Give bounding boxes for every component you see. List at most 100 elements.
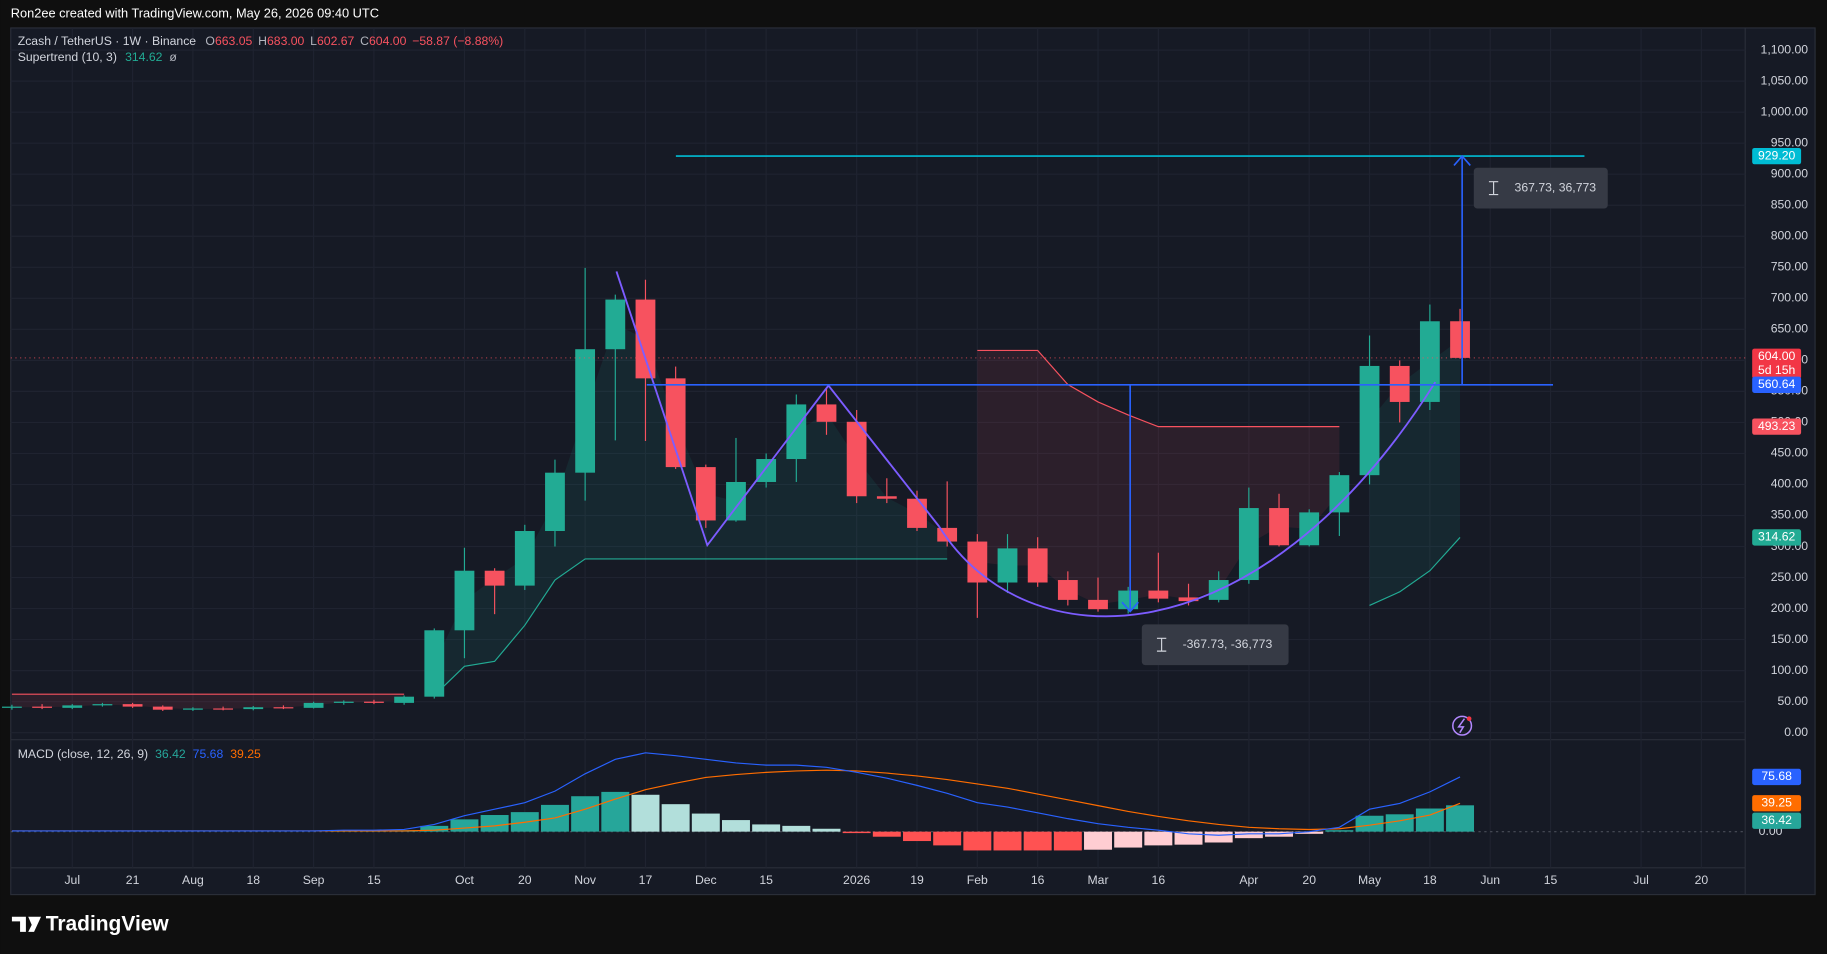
candle-body xyxy=(816,404,837,422)
brand: TradingView xyxy=(46,912,170,935)
y-tick-label: 250.00 xyxy=(1771,570,1809,584)
y-tick-label: 850.00 xyxy=(1771,197,1809,211)
histogram-bar xyxy=(722,820,750,832)
price-pill-label: 929.20 xyxy=(1758,148,1796,162)
x-tick-label: 15 xyxy=(1544,873,1558,887)
x-tick-label: 20 xyxy=(1695,873,1709,887)
legend-macd-value: 75.68 xyxy=(193,747,224,761)
supertrend-line xyxy=(433,537,1461,696)
y-tick-label: 1,000.00 xyxy=(1761,104,1809,118)
candle-body xyxy=(1450,321,1470,358)
candle-body xyxy=(967,541,988,583)
supertrend-fill xyxy=(1369,339,1461,606)
histogram-bar xyxy=(752,824,781,832)
zigzag-drawing xyxy=(615,271,940,548)
candle-body xyxy=(92,704,113,706)
legend-ohlc-key: O xyxy=(205,34,215,48)
alert-icon[interactable] xyxy=(1452,715,1473,736)
candle-body xyxy=(364,701,384,703)
price-pill xyxy=(1752,529,1802,546)
legend-supertrend-extra: ø xyxy=(169,50,177,64)
macd-pill-label: 36.42 xyxy=(1761,813,1792,827)
candle-body xyxy=(454,570,475,631)
candle-body xyxy=(846,421,867,497)
x-tick-label: 15 xyxy=(367,873,381,887)
candle-body xyxy=(2,706,22,708)
candle-body xyxy=(665,378,686,468)
measure-label-icon xyxy=(1488,181,1499,196)
candle-body xyxy=(1238,508,1259,581)
candle-body xyxy=(303,702,324,708)
legend-ohlc-key: C xyxy=(360,34,369,48)
candle-body xyxy=(62,705,83,708)
macd-pill-label: 75.68 xyxy=(1761,769,1792,783)
legend-symbol: Zcash / TetherUS · 1W · Binance xyxy=(18,34,197,48)
x-tick-label: 21 xyxy=(126,873,140,887)
x-tick-label: 16 xyxy=(1152,873,1166,887)
y-tick-label: 0.00 xyxy=(1784,725,1808,739)
price-pill-sublabel: 5d 15h xyxy=(1758,363,1795,377)
histogram-bar xyxy=(1385,814,1414,832)
legend-supertrend-value: 314.62 xyxy=(125,50,163,64)
alert-icon-bolt xyxy=(1457,718,1466,734)
price-pill-label: 604.00 xyxy=(1758,349,1796,363)
x-tick-label: Mar xyxy=(1087,873,1108,887)
histogram-bar xyxy=(1084,831,1112,850)
histogram-bar xyxy=(691,813,720,832)
histogram-bar xyxy=(420,825,449,832)
y-tick-label: 700.00 xyxy=(1771,291,1809,305)
legend-ohlc-key: H xyxy=(258,34,267,48)
candle-body xyxy=(1148,590,1169,599)
histogram-bar xyxy=(842,831,871,834)
brand-logo xyxy=(11,916,42,932)
histogram-bar xyxy=(1114,831,1143,848)
candle-body xyxy=(1088,599,1108,610)
candle-body xyxy=(695,467,716,521)
y-tick-label: 750.00 xyxy=(1771,260,1809,274)
histogram-bar xyxy=(1174,831,1203,845)
candle-body xyxy=(1359,365,1380,476)
y-tick-label: 900.00 xyxy=(1771,166,1809,180)
candle-body xyxy=(997,548,1018,583)
supertrend-line xyxy=(11,349,1340,695)
x-tick-label: Sep xyxy=(303,873,325,887)
x-tick-label: May xyxy=(1358,873,1382,887)
supertrend-fill xyxy=(434,324,948,696)
candle-body xyxy=(545,472,565,532)
candle-body xyxy=(273,707,294,709)
price-pill xyxy=(1752,376,1802,393)
x-tick-label: Aug xyxy=(182,873,204,887)
candle-body xyxy=(575,349,596,473)
histogram-bar xyxy=(1053,831,1082,851)
x-tick-label: 18 xyxy=(246,873,260,887)
histogram-bar xyxy=(1446,805,1475,832)
candle-body xyxy=(635,299,656,379)
macd-pill xyxy=(1752,795,1802,812)
y-tick-label: 800.00 xyxy=(1771,228,1809,242)
legend-ohlc-value: 683.00 xyxy=(267,34,305,48)
legend-ohlc-value: 604.00 xyxy=(369,34,407,48)
macd-pill xyxy=(1752,768,1802,786)
y-tick-label: 100.00 xyxy=(1771,663,1809,677)
measure-label-icon xyxy=(1156,637,1167,652)
candle-body xyxy=(876,496,897,499)
candle-body xyxy=(394,696,415,703)
candle-body xyxy=(1299,512,1320,546)
x-tick-label: 15 xyxy=(759,873,773,887)
y-tick-label: 450.00 xyxy=(1771,446,1809,460)
x-tick-label: 17 xyxy=(639,873,653,887)
histogram-bar xyxy=(661,804,690,832)
measure-label: 367.73, 36,773 xyxy=(1515,180,1597,194)
y-tick-label: 200.00 xyxy=(1771,601,1809,615)
legend-symbol-row: Zcash / TetherUS · 1W · Binance O663.05 H6… xyxy=(18,34,503,48)
alert-icon-dot xyxy=(1466,716,1472,722)
x-tick-label: Feb xyxy=(967,873,988,887)
price-pill-label: 560.64 xyxy=(1758,377,1796,391)
candle-body xyxy=(1329,475,1350,513)
candle-body xyxy=(514,531,535,586)
x-tick-label: Nov xyxy=(574,873,597,887)
histogram-bar xyxy=(601,791,630,832)
legend-ohlc-value: 663.05 xyxy=(215,34,253,48)
legend-ohlc-value: 602.67 xyxy=(317,34,355,48)
